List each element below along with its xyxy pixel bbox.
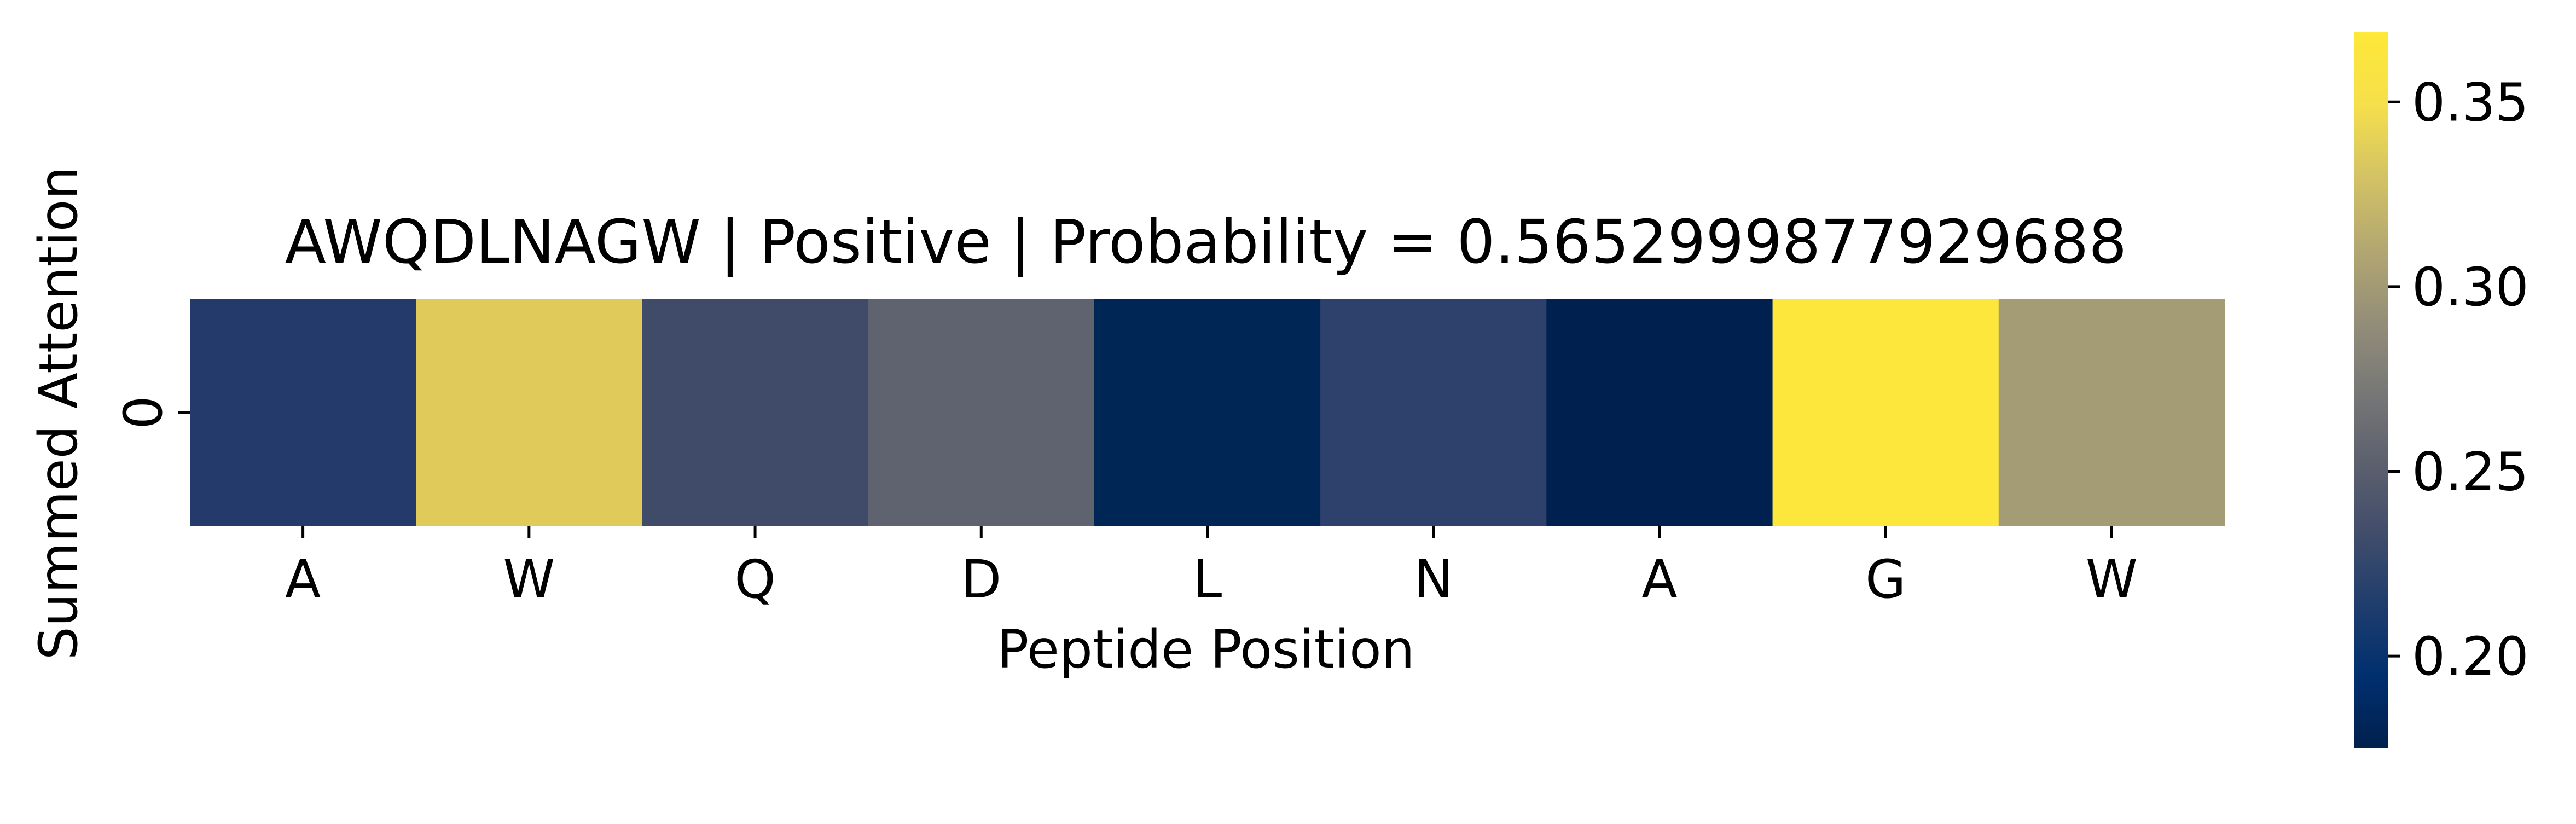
x-tick-label: D [961,549,1001,610]
colorbar-tick-label: 0.25 [2412,442,2529,503]
x-tick-label: Q [734,549,776,610]
x-tick-label: A [285,549,321,610]
x-tick-label: N [1414,549,1453,610]
heatmap-cell [1320,299,1547,526]
x-tick-label: L [1193,549,1222,610]
colorbar-tick-label: 0.20 [2412,626,2529,687]
heatmap-cell [190,299,416,526]
colorbar-tick-label: 0.30 [2412,257,2529,318]
x-axis-label: Peptide Position [997,619,1414,680]
x-tick-label: W [2086,549,2138,610]
heatmap-cell [1998,299,2225,526]
chart-title: AWQDLNAGW | Positive | Probability = 0.5… [285,207,2127,277]
colorbar-tick-label: 0.35 [2412,72,2529,133]
x-tick-label: A [1641,549,1678,610]
y-axis-ticks: 0 [113,396,190,430]
x-tick-label: W [503,549,555,610]
colorbar [2354,32,2388,748]
heatmap-cell [416,299,643,526]
heatmap-cell [1546,299,1773,526]
heatmap-cell [642,299,869,526]
heatmap-cells [190,299,2225,526]
heatmap-cell [1772,299,1999,526]
x-tick-label: G [1865,549,1906,610]
y-axis-label: Summed Attention [28,166,89,660]
heatmap-cell [1094,299,1321,526]
y-tick-label: 0 [113,396,174,429]
colorbar-ticks: 0.20 0.25 0.30 0.35 [2388,72,2529,687]
heatmap-cell [868,299,1095,526]
